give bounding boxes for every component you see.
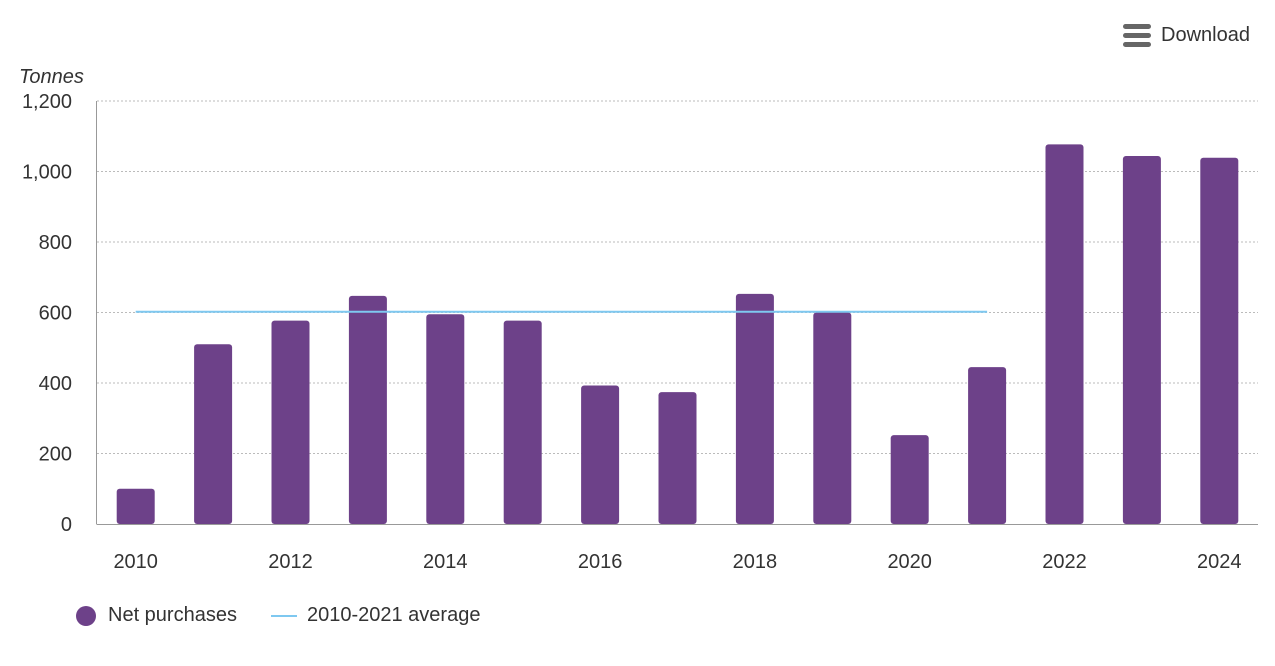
- bar-2013[interactable]: [348, 295, 387, 524]
- bars: [116, 144, 1239, 525]
- bar-2021[interactable]: [968, 367, 1007, 524]
- legend-item-average[interactable]: 2010-2021 average: [237, 604, 480, 627]
- bar-2020[interactable]: [890, 435, 929, 524]
- x-tick-label: 2018: [733, 551, 778, 573]
- y-tick-label: 400: [39, 373, 72, 395]
- download-label: Download: [1161, 24, 1250, 46]
- y-axis-title: Tonnes: [19, 66, 84, 88]
- line-icon: [270, 614, 297, 617]
- bar-2018[interactable]: [735, 293, 774, 524]
- x-tick-label: 2016: [578, 551, 623, 573]
- bar-2012[interactable]: [271, 320, 310, 524]
- x-tick-label: 2012: [268, 551, 313, 573]
- axes: [96, 101, 1258, 525]
- x-tick-label: 2022: [1042, 551, 1087, 573]
- bar-2014[interactable]: [426, 314, 465, 524]
- y-tick-label: 200: [39, 444, 72, 466]
- y-tick-label: 0: [61, 514, 72, 536]
- legend-item-net-purchases[interactable]: Net purchases: [76, 604, 237, 627]
- y-tick-label: 1,200: [22, 91, 72, 113]
- bar-2011[interactable]: [194, 344, 233, 524]
- bar-2010[interactable]: [116, 488, 155, 524]
- y-tick-label: 800: [39, 232, 72, 254]
- x-tick-label: 2020: [887, 551, 932, 573]
- x-axis-ticks: 2010 2012 2014 2016 2018 2020 2022 2024: [113, 551, 1241, 573]
- download-button[interactable]: Download: [1123, 24, 1250, 47]
- y-tick-label: 600: [39, 303, 72, 325]
- bar-2019[interactable]: [813, 312, 852, 525]
- y-tick-label: 1,000: [22, 162, 72, 184]
- menu-icon: [1123, 24, 1152, 47]
- x-tick-label: 2014: [423, 551, 468, 573]
- x-tick-label: 2024: [1197, 551, 1242, 573]
- legend-label: Net purchases: [108, 604, 237, 626]
- circle-icon: [76, 605, 96, 626]
- bar-2017[interactable]: [658, 392, 697, 524]
- bar-2015[interactable]: [503, 320, 542, 524]
- bar-2023[interactable]: [1122, 155, 1161, 525]
- legend-label: 2010-2021 average: [306, 604, 481, 626]
- x-tick-label: 2010: [113, 551, 158, 573]
- bar-2016[interactable]: [581, 385, 620, 524]
- y-axis-ticks: 0 200 400 600 800 1,000 1,200: [22, 91, 72, 536]
- legend: Net purchases 2010-2021 average: [76, 604, 480, 627]
- bar-2022[interactable]: [1045, 144, 1084, 525]
- bar-2024[interactable]: [1200, 157, 1239, 524]
